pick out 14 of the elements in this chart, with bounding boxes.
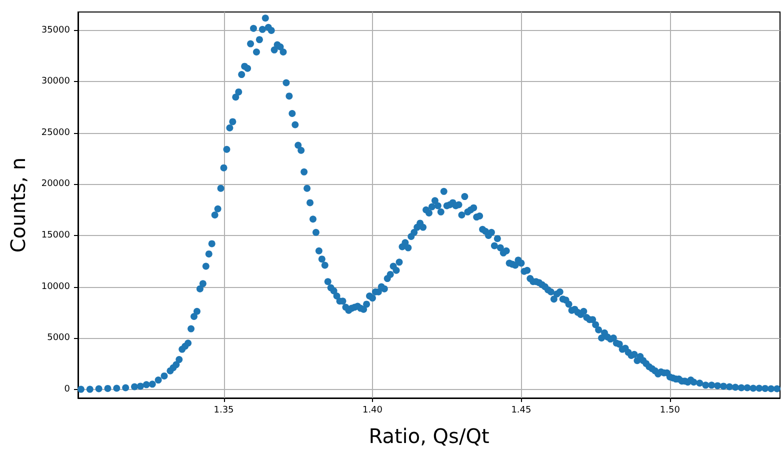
y-tick-label: 15000: [41, 230, 70, 240]
x-tick-label: 1.35: [214, 406, 234, 416]
y-tick-label: 20000: [41, 179, 70, 190]
y-tick-label: 25000: [41, 128, 70, 138]
y-tick-label: 5000: [47, 333, 70, 344]
x-tick-label: 1.40: [362, 406, 383, 416]
x-tick-label: 1.50: [660, 406, 680, 416]
y-tick-label: 30000: [41, 76, 70, 87]
x-tick-label: 1.45: [511, 406, 532, 416]
x-axis-title: Ratio, Qs/Qt: [368, 424, 490, 448]
y-tick-label: 0: [64, 384, 70, 394]
y-tick-label: 35000: [41, 25, 70, 36]
y-tick-label: 10000: [41, 282, 70, 292]
y-axis-title: Counts, n: [6, 157, 30, 253]
